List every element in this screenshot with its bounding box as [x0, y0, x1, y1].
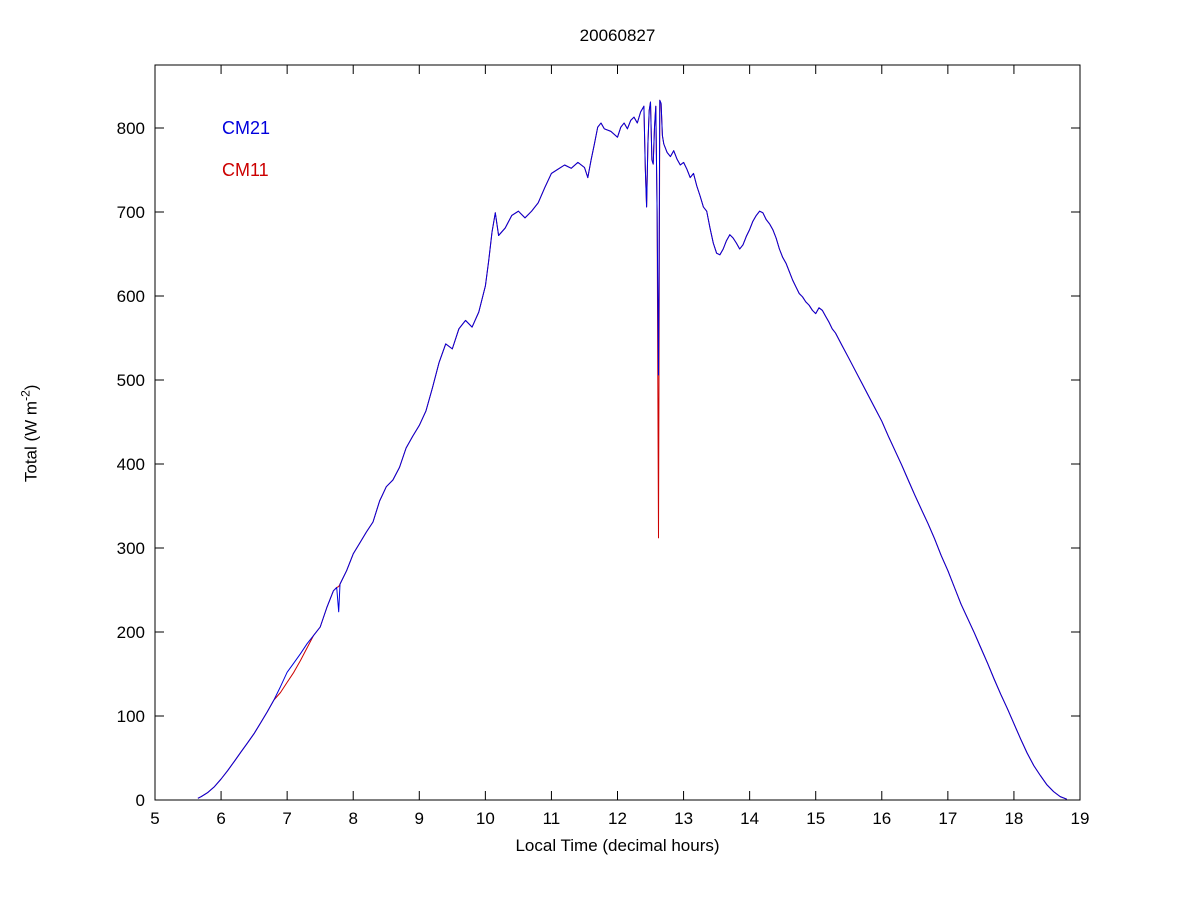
x-tick-label: 19	[1071, 809, 1090, 828]
y-tick-label: 200	[117, 623, 145, 642]
x-tick-label: 10	[476, 809, 495, 828]
x-tick-label: 14	[740, 809, 759, 828]
y-tick-label: 700	[117, 203, 145, 222]
y-tick-label: 100	[117, 707, 145, 726]
x-tick-label: 5	[150, 809, 159, 828]
x-tick-label: 17	[938, 809, 957, 828]
x-tick-label: 11	[543, 809, 561, 828]
series-line-cm21	[197, 99, 1067, 800]
x-tick-label: 15	[806, 809, 825, 828]
y-axis-label-prefix: Total (W m	[21, 400, 41, 483]
x-tick-label: 7	[282, 809, 291, 828]
y-tick-label: 300	[117, 539, 145, 558]
axes-box	[154, 64, 1081, 801]
chart-title: 20060827	[579, 26, 656, 45]
x-axis-label: Local Time (decimal hours)	[515, 836, 720, 855]
legend-entry-cm21: CM21	[222, 118, 271, 138]
x-tick-label: 18	[1004, 809, 1023, 828]
y-axis-ticks: 0 100 200 300 400 500 600 700 800	[117, 119, 1080, 810]
y-axis-label-suffix: )	[21, 384, 41, 391]
y-axis-label: Total (W m-2)	[19, 223, 42, 643]
x-tick-label: 6	[216, 809, 225, 828]
x-tick-label: 12	[608, 809, 627, 828]
y-axis-label-superscript: -2	[18, 390, 33, 401]
y-tick-label: 0	[136, 791, 145, 810]
legend-entry-cm11: CM11	[222, 160, 269, 180]
y-tick-label: 400	[117, 455, 145, 474]
x-tick-label: 9	[415, 809, 424, 828]
series-line-cm11	[197, 99, 1067, 800]
x-axis-ticks: 5 6 7 8 9 10 11 12 13 14 15 16 17 18 19	[150, 65, 1089, 828]
x-tick-label: 13	[674, 809, 693, 828]
y-tick-label: 600	[117, 287, 145, 306]
x-tick-label: 8	[348, 809, 357, 828]
y-tick-label: 800	[117, 119, 145, 138]
y-tick-label: 500	[117, 371, 145, 390]
x-tick-label: 16	[872, 809, 891, 828]
